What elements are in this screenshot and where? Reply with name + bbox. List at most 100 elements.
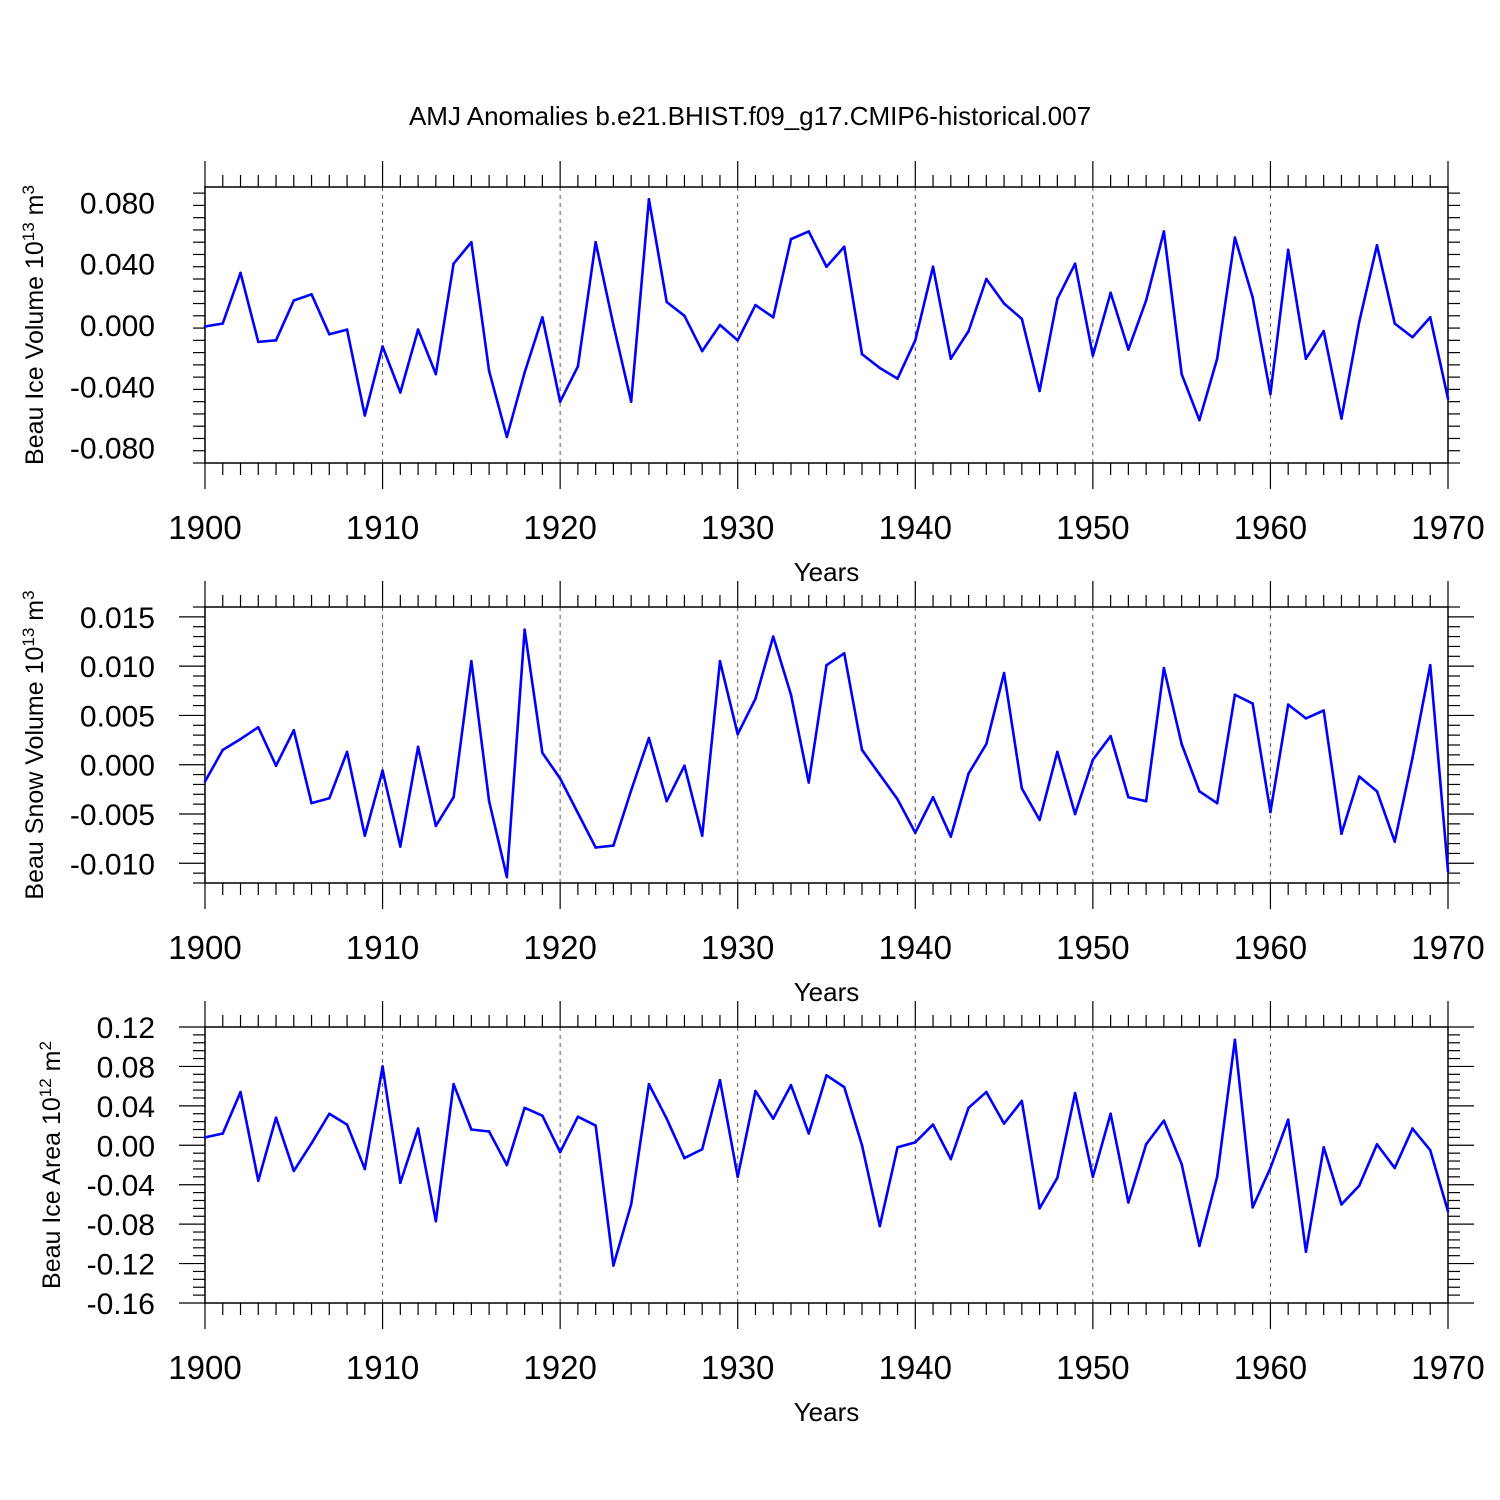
y-tick-label: -0.16 [87, 1288, 155, 1321]
data-point [896, 1145, 899, 1149]
data-point [1002, 1122, 1006, 1125]
data-point [1198, 790, 1201, 793]
data-point [1020, 317, 1024, 321]
data-point [1180, 1162, 1183, 1166]
data-point [665, 1117, 668, 1120]
data-point [1073, 1091, 1077, 1095]
y-tick-label: 0.08 [97, 1051, 155, 1084]
data-point [203, 1136, 207, 1139]
data-point [807, 781, 811, 784]
data-point [825, 1074, 828, 1077]
data-point [399, 391, 402, 394]
y-tick-label: 0.000 [80, 310, 155, 343]
data-point [629, 1203, 633, 1206]
y-tick-label: -0.04 [87, 1170, 155, 1203]
data-point [754, 697, 757, 700]
data-point [1198, 1244, 1201, 1248]
data-point [487, 799, 491, 803]
data-point [1038, 1207, 1041, 1210]
data-point [1446, 397, 1450, 400]
data-point [1162, 666, 1166, 670]
data-point [558, 400, 562, 403]
data-point [1357, 775, 1361, 778]
data-point [1198, 418, 1201, 422]
x-tick-label: 1910 [346, 929, 419, 966]
plot-frame [204, 186, 1449, 464]
data-point [1127, 1201, 1130, 1204]
data-point [789, 237, 793, 241]
data-point [523, 1106, 526, 1110]
data-point [434, 824, 438, 828]
data-point [700, 349, 704, 353]
x-tick-label: 1920 [523, 929, 596, 966]
x-tick-label: 1930 [701, 929, 774, 966]
data-point [1411, 756, 1414, 760]
y-tick-label: 0.04 [97, 1091, 155, 1124]
data-point [328, 1112, 331, 1116]
x-tick-label: 1920 [523, 1349, 596, 1386]
data-point [541, 1114, 544, 1118]
data-point [470, 1128, 473, 1131]
data-point [736, 732, 740, 736]
data-point [1144, 799, 1148, 803]
data-point [310, 801, 313, 805]
data-point [1304, 1250, 1308, 1254]
data-point [1286, 248, 1290, 252]
chart-panel-3: 1900 1910 1920 1930 1940 1950 1960 1970 Years -0.… [36, 1001, 1485, 1427]
data-point [1393, 322, 1397, 325]
data-point [221, 748, 225, 752]
data-point [967, 1106, 970, 1110]
data-point [523, 628, 526, 631]
data-point [718, 659, 722, 663]
data-point [221, 322, 225, 325]
data-point [1251, 702, 1254, 705]
data-point [1428, 663, 1432, 667]
data-point [1393, 1166, 1397, 1170]
data-point [1375, 1143, 1379, 1146]
data-point [576, 365, 580, 368]
x-tick-label: 1900 [168, 1349, 241, 1386]
data-point [1127, 348, 1130, 351]
data-point [736, 339, 740, 342]
data-point [1286, 1118, 1290, 1121]
data-point [1162, 230, 1166, 233]
data-point [913, 339, 917, 342]
data-point [949, 1157, 953, 1161]
data-point [754, 303, 757, 307]
data-point [931, 795, 935, 799]
data-point [789, 693, 793, 697]
data-point [771, 316, 775, 319]
data-point [1340, 832, 1343, 836]
data-point [913, 831, 917, 835]
data-point [1215, 801, 1219, 805]
data-point [1056, 1176, 1059, 1180]
x-tick-label: 1900 [168, 929, 241, 966]
series-line [204, 1038, 1450, 1267]
x-axis-label: Years [794, 977, 860, 1007]
data-point [647, 736, 651, 740]
data-point [700, 1147, 704, 1151]
data-point [1322, 1145, 1325, 1149]
data-point [381, 345, 384, 348]
data-point [612, 844, 615, 847]
data-point [1251, 296, 1254, 299]
y-tick-label: -0.080 [70, 433, 155, 466]
data-point [1091, 354, 1095, 357]
data-point [505, 875, 509, 879]
data-point [256, 1179, 260, 1183]
data-point [1269, 810, 1272, 814]
x-tick-label: 1910 [346, 1349, 419, 1386]
data-point [754, 1089, 757, 1093]
x-tick-label: 1960 [1234, 1349, 1307, 1386]
data-point [381, 1065, 384, 1068]
data-point [878, 1224, 882, 1228]
data-point [860, 748, 864, 752]
data-point [1144, 1143, 1148, 1146]
data-point [221, 1132, 225, 1135]
data-point [345, 1123, 349, 1126]
data-point [345, 328, 349, 331]
data-point [860, 1143, 864, 1147]
data-point [1322, 709, 1325, 712]
data-point [256, 725, 260, 729]
plot-frame [204, 606, 1449, 884]
